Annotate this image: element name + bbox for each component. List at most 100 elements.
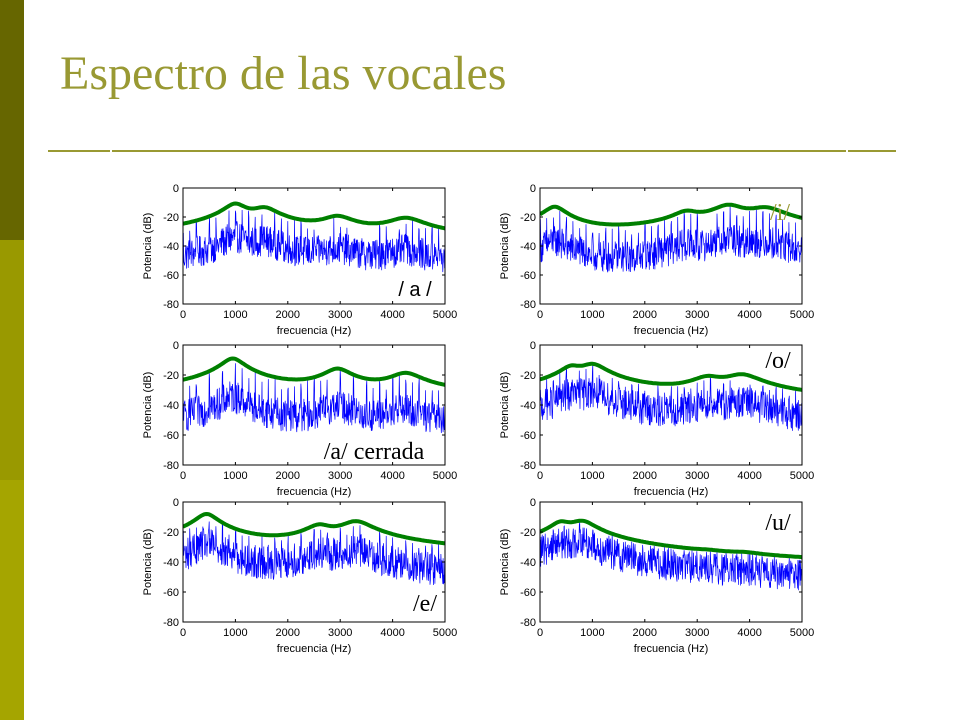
rule-gap-right [846, 150, 848, 152]
x-axis-label: frecuencia (Hz) [277, 643, 352, 655]
y-tick-label: -60 [520, 270, 536, 282]
y-tick-label: -40 [163, 241, 179, 253]
y-tick-label: -80 [520, 299, 536, 311]
lpc-envelope-line [540, 202, 802, 227]
x-tick-label: 3000 [685, 627, 709, 639]
y-axis-label: Potencia (dB) [499, 213, 511, 280]
x-tick-label: 0 [537, 470, 543, 482]
y-tick-label: -80 [520, 460, 536, 472]
x-tick-label: 2000 [633, 309, 657, 321]
x-tick-label: 2000 [633, 627, 657, 639]
x-tick-label: 1000 [580, 627, 604, 639]
y-tick-label: 0 [173, 497, 179, 509]
x-tick-label: 0 [180, 627, 186, 639]
x-axis-label: frecuencia (Hz) [634, 325, 709, 337]
x-tick-label: 1000 [580, 309, 604, 321]
y-axis-label: Potencia (dB) [499, 372, 511, 439]
y-tick-label: 0 [530, 183, 536, 195]
y-tick-label: -40 [163, 557, 179, 569]
x-axis-label: frecuencia (Hz) [277, 486, 352, 498]
y-tick-label: -20 [163, 370, 179, 382]
vowel-label: /a/ cerrada [324, 439, 425, 465]
spectrum-line [183, 209, 445, 273]
spectrum-plot-5: 0 1000 2000 3000 4000 5000 0 -20 -40 -60 -80 frecue… [142, 497, 457, 655]
spectrum-plot-3: 0 1000 2000 3000 4000 5000 0 -20 -40 -60 -80 frecue… [142, 340, 457, 498]
x-tick-label: 3000 [685, 309, 709, 321]
x-tick-label: 4000 [380, 470, 404, 482]
sidebar-block-bottom [0, 480, 24, 720]
x-tick-label: 1000 [223, 627, 247, 639]
x-tick-label: 3000 [685, 470, 709, 482]
spectrum-plot-6: 0 1000 2000 3000 4000 5000 0 -20 -40 -60 -80 frecue… [499, 497, 814, 655]
y-tick-label: -60 [520, 430, 536, 442]
x-tick-label: 1000 [223, 309, 247, 321]
x-axis-label: frecuencia (Hz) [277, 325, 352, 337]
x-axis-label: frecuencia (Hz) [634, 486, 709, 498]
x-tick-label: 5000 [790, 309, 814, 321]
y-tick-label: 0 [530, 340, 536, 352]
y-tick-label: -80 [163, 617, 179, 629]
spectrum-line [183, 363, 445, 434]
spectrum-line [540, 522, 802, 591]
x-tick-label: 5000 [433, 470, 457, 482]
x-tick-label: 2000 [276, 627, 300, 639]
x-tick-label: 1000 [580, 470, 604, 482]
x-tick-label: 0 [537, 627, 543, 639]
x-tick-label: 2000 [276, 309, 300, 321]
x-tick-label: 5000 [790, 627, 814, 639]
lpc-envelope-line [540, 518, 802, 560]
title-rule [48, 150, 896, 152]
spectrum-line [540, 205, 802, 273]
vowel-label: /u/ [765, 510, 791, 536]
y-tick-label: -20 [520, 370, 536, 382]
lpc-envelope-line [183, 201, 445, 231]
lpc-envelope-line [183, 511, 445, 546]
x-tick-label: 4000 [737, 309, 761, 321]
vowel-label: / a / [398, 279, 432, 301]
x-tick-label: 4000 [737, 470, 761, 482]
sidebar-block-middle [0, 240, 24, 480]
y-axis-label: Potencia (dB) [499, 529, 511, 596]
x-tick-label: 0 [180, 470, 186, 482]
y-tick-label: -60 [163, 587, 179, 599]
y-tick-label: -40 [520, 241, 536, 253]
x-tick-label: 0 [180, 309, 186, 321]
x-tick-label: 4000 [737, 627, 761, 639]
lpc-envelope-line [183, 356, 445, 387]
x-tick-label: 0 [537, 309, 543, 321]
x-tick-label: 5000 [433, 627, 457, 639]
y-tick-label: 0 [530, 497, 536, 509]
y-tick-label: 0 [173, 183, 179, 195]
y-tick-label: -60 [520, 587, 536, 599]
x-tick-label: 3000 [328, 309, 352, 321]
y-tick-label: -80 [163, 299, 179, 311]
sidebar-stripe [0, 0, 24, 720]
x-tick-label: 3000 [328, 470, 352, 482]
y-tick-label: 0 [173, 340, 179, 352]
y-tick-label: -60 [163, 270, 179, 282]
vowel-label: /e/ [413, 591, 437, 617]
x-tick-label: 2000 [633, 470, 657, 482]
x-tick-label: 1000 [223, 470, 247, 482]
x-axis-label: frecuencia (Hz) [634, 643, 709, 655]
y-tick-label: -20 [520, 212, 536, 224]
y-axis-label: Potencia (dB) [142, 213, 154, 280]
y-axis-label: Potencia (dB) [142, 529, 154, 596]
y-tick-label: -80 [163, 460, 179, 472]
rule-gap-left [110, 150, 112, 152]
x-tick-label: 4000 [380, 627, 404, 639]
sidebar-block-top [0, 0, 24, 240]
lpc-envelope-line [540, 361, 802, 392]
y-tick-label: -40 [520, 400, 536, 412]
x-tick-label: 4000 [380, 309, 404, 321]
y-tick-label: -40 [520, 557, 536, 569]
y-tick-label: -20 [163, 527, 179, 539]
x-tick-label: 3000 [328, 627, 352, 639]
spectrum-line [183, 521, 445, 586]
y-tick-label: -60 [163, 430, 179, 442]
x-tick-label: 2000 [276, 470, 300, 482]
spectrum-plot-1: 0 1000 2000 3000 4000 5000 0 -20 -40 -60 -80 frecue… [142, 183, 457, 337]
vowel-label: /i/ [770, 200, 790, 226]
x-tick-label: 5000 [790, 470, 814, 482]
